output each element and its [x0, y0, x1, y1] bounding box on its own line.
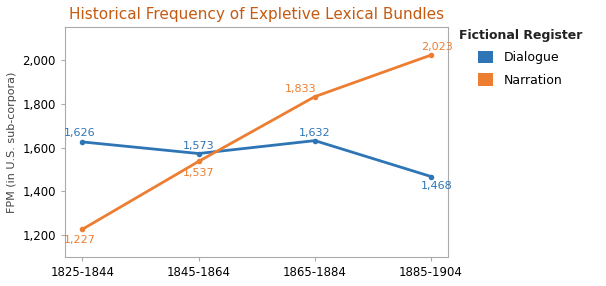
Narration [79, 228, 86, 231]
Text: 1,537: 1,537 [183, 168, 215, 178]
Title: Historical Frequency of Expletive Lexical Bundles: Historical Frequency of Expletive Lexica… [69, 7, 444, 22]
Dialogue [195, 152, 202, 155]
Text: 1,833: 1,833 [285, 84, 317, 94]
Narration [427, 53, 435, 57]
Text: 1,468: 1,468 [421, 181, 453, 191]
Narration [195, 160, 202, 163]
Line: Narration: Narration [79, 52, 434, 232]
Dialogue [79, 140, 86, 144]
Narration [311, 95, 319, 98]
Dialogue [311, 139, 319, 142]
Text: 2,023: 2,023 [421, 42, 453, 52]
Text: 1,573: 1,573 [183, 141, 215, 151]
Dialogue [427, 175, 435, 178]
Line: Dialogue: Dialogue [79, 138, 434, 179]
Legend: Dialogue, Narration: Dialogue, Narration [459, 29, 582, 87]
Text: 1,632: 1,632 [299, 128, 331, 138]
Y-axis label: FPM (in U.S. sub-corpora): FPM (in U.S. sub-corpora) [7, 72, 17, 213]
Text: 1,227: 1,227 [64, 235, 96, 245]
Text: 1,626: 1,626 [64, 128, 96, 138]
